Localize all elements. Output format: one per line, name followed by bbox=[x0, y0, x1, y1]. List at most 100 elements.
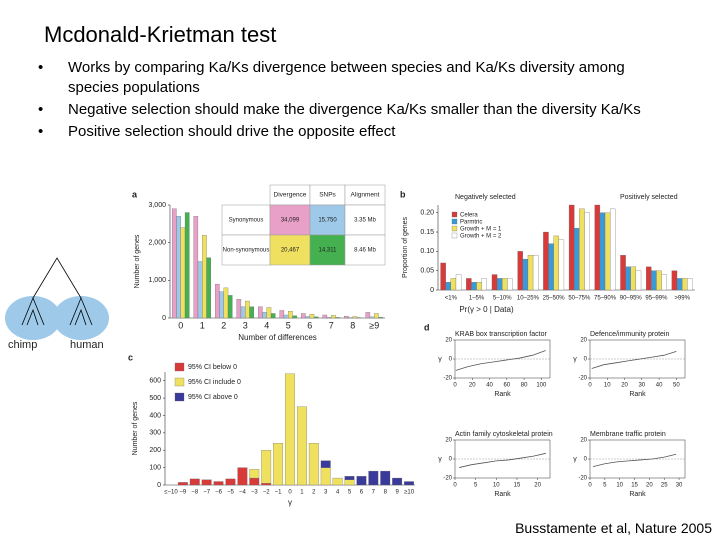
x-tick-label: 0 bbox=[178, 320, 183, 330]
bar bbox=[214, 283, 220, 319]
plot-frame bbox=[589, 439, 686, 479]
table-header: SNPs bbox=[319, 192, 336, 199]
legend-swatch bbox=[451, 232, 458, 239]
bar bbox=[270, 313, 276, 319]
x-tick-label: 20 bbox=[469, 383, 476, 389]
bar-segment bbox=[261, 450, 272, 484]
x-tick-label: 5 bbox=[474, 483, 478, 489]
x-tick-label: −5 bbox=[227, 490, 235, 496]
subplot-title: Membrane traffic protein bbox=[590, 431, 666, 438]
table-text: 34,099 bbox=[281, 218, 300, 224]
bar bbox=[610, 208, 616, 291]
x-axis-label: Rank bbox=[629, 391, 646, 398]
bar bbox=[661, 274, 667, 291]
x-tick-label: 20 bbox=[646, 483, 653, 489]
bar bbox=[369, 316, 375, 319]
y-tick-label: 3,000 bbox=[148, 202, 166, 209]
y-tick-label: 0 bbox=[162, 315, 166, 322]
x-tick-label: 6 bbox=[307, 320, 312, 330]
table-text: 3.35 Mb bbox=[354, 218, 376, 224]
panel-label: c bbox=[128, 352, 133, 362]
x-tick-label: 40 bbox=[486, 383, 493, 389]
table-header: Divergence bbox=[274, 192, 307, 199]
legend-label: 95% CI above 0 bbox=[188, 394, 238, 401]
bar bbox=[305, 316, 310, 319]
panel-title: Negatively selected bbox=[455, 194, 516, 201]
bar bbox=[646, 266, 652, 291]
bar bbox=[471, 282, 477, 291]
x-tick-label: 1 bbox=[200, 320, 205, 330]
gamma-line bbox=[592, 453, 677, 467]
bar bbox=[651, 270, 657, 291]
y-axis-label: Number of genes bbox=[132, 401, 139, 455]
y-axis-label: Number of genes bbox=[134, 234, 141, 288]
tree bbox=[5, 257, 109, 340]
x-tick-label: 0 bbox=[453, 483, 457, 489]
panel-title: Positively selected bbox=[620, 194, 678, 201]
legend-swatch bbox=[174, 377, 185, 387]
bar-segment bbox=[261, 483, 272, 486]
bar bbox=[574, 228, 580, 291]
bar bbox=[656, 270, 662, 291]
y-tick-label: 0 bbox=[584, 457, 588, 463]
bar bbox=[445, 282, 451, 291]
bar bbox=[236, 299, 242, 319]
y-tick-label: 20 bbox=[580, 438, 587, 444]
x-tick-label: 40 bbox=[656, 383, 663, 389]
bar-segment bbox=[320, 460, 331, 468]
y-tick-label: 0 bbox=[157, 482, 161, 489]
bar bbox=[568, 204, 575, 291]
bar-segment bbox=[273, 443, 284, 486]
x-tick-label: 3 bbox=[243, 320, 248, 330]
x-tick-label: 8 bbox=[384, 490, 388, 496]
bar bbox=[288, 311, 293, 319]
x-tick-label: 8 bbox=[350, 320, 355, 330]
y-tick-label: 400 bbox=[149, 412, 161, 419]
y-axis-label: γ bbox=[573, 356, 577, 363]
bar bbox=[262, 312, 267, 319]
y-tick-label: 2,000 bbox=[148, 240, 166, 247]
bar bbox=[558, 239, 565, 291]
bar-segment bbox=[213, 481, 224, 486]
legend-label: Growth + M = 2 bbox=[460, 234, 502, 240]
bar bbox=[455, 274, 462, 291]
bar bbox=[579, 208, 585, 291]
bar bbox=[599, 212, 606, 291]
bar bbox=[326, 317, 332, 319]
table-cell bbox=[269, 204, 311, 236]
bar bbox=[440, 262, 446, 291]
tree-label: human bbox=[70, 339, 104, 351]
x-tick-label: −7 bbox=[203, 490, 211, 496]
y-axis-label: γ bbox=[438, 456, 442, 463]
bar bbox=[184, 212, 190, 319]
bar bbox=[331, 315, 336, 319]
legend-label: Growth + M = 1 bbox=[460, 227, 502, 233]
x-tick-label: 50–75% bbox=[568, 296, 591, 302]
x-tick-label: <1% bbox=[445, 296, 458, 302]
x-axis-label: Rank bbox=[494, 491, 511, 498]
x-tick-label: 10 bbox=[604, 383, 611, 389]
x-tick-label: 3 bbox=[324, 490, 328, 496]
y-tick-label: 0 bbox=[584, 357, 588, 363]
y-tick-label: 0.20 bbox=[420, 210, 434, 217]
bar bbox=[481, 278, 487, 291]
legend-swatch bbox=[451, 225, 458, 232]
x-tick-label: ≤−10 bbox=[164, 490, 178, 496]
x-tick-label: −4 bbox=[239, 490, 247, 496]
bar bbox=[450, 278, 457, 291]
x-tick-label: 95–99% bbox=[645, 296, 668, 302]
bullet: Works by comparing Ka/Ks divergence betw… bbox=[38, 58, 678, 98]
bar bbox=[206, 257, 212, 319]
x-tick-label: 0 bbox=[288, 490, 292, 496]
table-text: 8.46 Mb bbox=[354, 248, 376, 254]
legend-swatch bbox=[174, 392, 185, 402]
x-axis-label: Rank bbox=[494, 391, 511, 398]
bar bbox=[527, 255, 534, 291]
bar bbox=[245, 300, 250, 319]
bullet: Negative selection should make the diver… bbox=[38, 100, 678, 120]
subplot-title: KRAB box transcription factor bbox=[455, 331, 547, 338]
x-tick-label: 5 bbox=[603, 483, 607, 489]
plot-frame bbox=[454, 339, 551, 379]
